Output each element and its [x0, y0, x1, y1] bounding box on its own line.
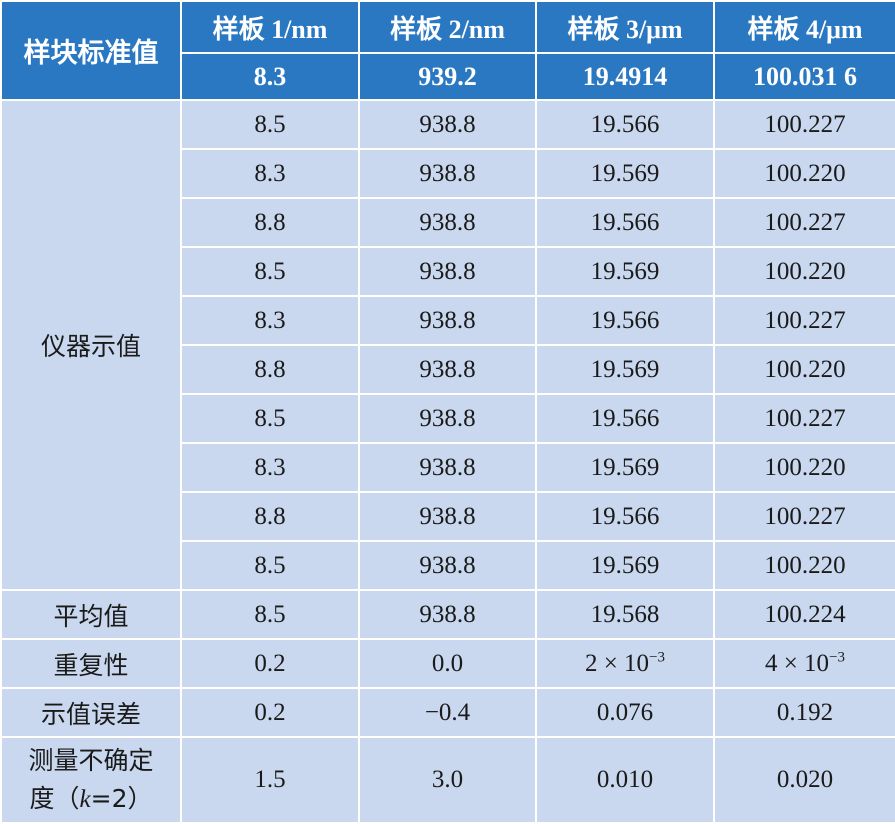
uncertainty-value: 0.010 [535, 736, 715, 824]
uncertainty-label-line1: 测量不确定 [28, 745, 154, 775]
reading-cell: 938.8 [358, 295, 537, 346]
uncertainty-value: 3.0 [358, 736, 537, 824]
error-value: 0.192 [713, 687, 895, 738]
error-label: 示值误差 [0, 687, 182, 738]
repeatability-value: 0.2 [180, 638, 360, 689]
error-value: 0.076 [535, 687, 715, 738]
reading-cell: 100.227 [713, 197, 895, 248]
reading-cell: 938.8 [358, 344, 537, 395]
error-value: −0.4 [358, 687, 537, 738]
reading-cell: 938.8 [358, 540, 537, 591]
standard-value-1: 8.3 [180, 52, 360, 101]
reading-cell: 19.569 [535, 540, 715, 591]
reading-row: 仪器示值 8.5 938.8 19.566 100.227 [0, 99, 895, 591]
sci-exponent: −3 [829, 649, 846, 666]
column-header-3: 样板 3/μm [535, 0, 715, 54]
repeatability-value: 0.0 [358, 638, 537, 689]
reading-cell: 938.8 [358, 197, 537, 248]
uncertainty-label-pre: 度（ [29, 783, 80, 813]
reading-row: 8.8 938.8 19.566 100.227 [1, 197, 895, 248]
reading-cell: 100.220 [713, 344, 895, 395]
average-value: 938.8 [358, 589, 537, 640]
reading-row: 8.3 938.8 19.569 100.220 [1, 148, 895, 199]
reading-cell: 100.220 [713, 246, 895, 297]
standard-values-row: 8.3 939.2 19.4914 100.031 6 [1, 52, 895, 101]
reading-row: 8.3 938.8 19.569 100.220 [1, 442, 895, 493]
uncertainty-value: 1.5 [180, 736, 360, 824]
sci-mantissa: 4 × 10 [764, 649, 830, 677]
column-header-4: 样板 4/μm [713, 0, 895, 54]
reading-cell: 19.569 [535, 246, 715, 297]
reading-cell: 8.8 [180, 197, 360, 248]
column-header-2: 样板 2/nm [358, 0, 537, 54]
reading-cell: 8.3 [180, 442, 360, 493]
uncertainty-row: 测量不确定 度（k=2） 1.5 3.0 0.010 0.020 [0, 736, 895, 824]
reading-cell: 19.566 [535, 197, 715, 248]
reading-cell: 19.566 [535, 295, 715, 346]
reading-cell: 8.5 [180, 99, 360, 150]
reading-row: 8.5 938.8 19.569 100.220 [1, 246, 895, 297]
readings-label: 仪器示值 [0, 99, 182, 591]
reading-cell: 938.8 [358, 148, 537, 199]
reading-cell: 100.227 [713, 295, 895, 346]
standard-value-3: 19.4914 [535, 52, 715, 101]
average-value: 100.224 [713, 589, 895, 640]
uncertainty-label-k: k [79, 785, 91, 813]
average-value: 19.568 [535, 589, 715, 640]
sci-mantissa: 2 × 10 [584, 649, 650, 677]
reading-cell: 8.3 [180, 295, 360, 346]
standard-value-2: 939.2 [358, 52, 537, 101]
reading-cell: 100.227 [713, 393, 895, 444]
repeatability-value: 2 × 10−3 [535, 638, 715, 689]
reading-row: 8.5 938.8 19.566 100.227 [1, 393, 895, 444]
reading-cell: 8.5 [180, 246, 360, 297]
reading-cell: 19.569 [535, 442, 715, 493]
header-row: 样块标准值 样板 1/nm 样板 2/nm 样板 3/μm 样板 4/μm [0, 0, 895, 101]
error-value: 0.2 [180, 687, 360, 738]
reading-cell: 19.569 [535, 148, 715, 199]
average-label: 平均值 [0, 589, 182, 640]
reading-cell: 19.566 [535, 393, 715, 444]
reading-cell: 938.8 [358, 491, 537, 542]
reading-cell: 100.220 [713, 540, 895, 591]
repeatability-row: 重复性 0.2 0.0 2 × 10−3 4 × 10−3 [0, 638, 895, 689]
reading-cell: 19.566 [535, 491, 715, 542]
average-value: 8.5 [180, 589, 360, 640]
average-row: 平均值 8.5 938.8 19.568 100.224 [0, 589, 895, 640]
reading-cell: 100.220 [713, 442, 895, 493]
standard-value-4: 100.031 6 [713, 52, 895, 101]
error-row: 示值误差 0.2 −0.4 0.076 0.192 [0, 687, 895, 738]
uncertainty-value: 0.020 [713, 736, 895, 824]
uncertainty-label: 测量不确定 度（k=2） [0, 736, 182, 824]
reading-cell: 100.227 [713, 99, 895, 150]
reading-cell: 938.8 [358, 246, 537, 297]
reading-cell: 8.8 [180, 344, 360, 395]
reading-cell: 938.8 [358, 442, 537, 493]
reading-row: 8.8 938.8 19.566 100.227 [1, 491, 895, 542]
reading-cell: 938.8 [358, 99, 537, 150]
reading-cell: 8.5 [180, 393, 360, 444]
reading-cell: 938.8 [358, 393, 537, 444]
reading-row: 8.3 938.8 19.566 100.227 [1, 295, 895, 346]
sci-exponent: −3 [649, 649, 666, 666]
reading-row: 8.5 938.8 19.569 100.220 [1, 540, 895, 591]
reading-cell: 19.566 [535, 99, 715, 150]
reading-cell: 8.8 [180, 491, 360, 542]
reading-cell: 100.227 [713, 491, 895, 542]
reading-cell: 19.569 [535, 344, 715, 395]
reading-row: 8.8 938.8 19.569 100.220 [1, 344, 895, 395]
reading-cell: 8.3 [180, 148, 360, 199]
repeatability-label: 重复性 [0, 638, 182, 689]
column-header-1: 样板 1/nm [180, 0, 360, 54]
repeatability-value: 4 × 10−3 [713, 638, 895, 689]
reading-cell: 8.5 [180, 540, 360, 591]
uncertainty-label-post: =2） [90, 783, 153, 813]
reading-cell: 100.220 [713, 148, 895, 199]
standard-value-header: 样块标准值 [0, 0, 182, 101]
